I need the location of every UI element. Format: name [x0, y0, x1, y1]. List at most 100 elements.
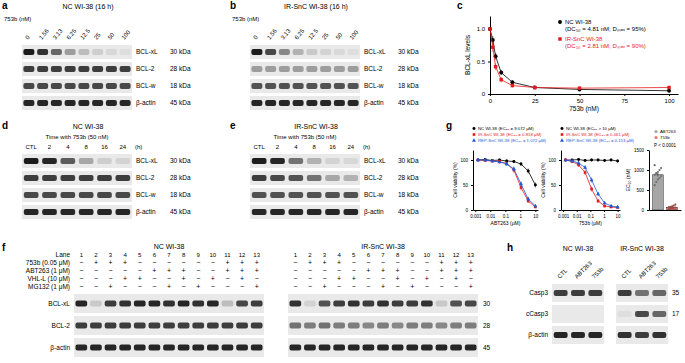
band: [307, 175, 322, 181]
legend-symbol: [560, 138, 564, 141]
axis-title: EC₅₀ (nM): [625, 168, 631, 191]
band: [23, 66, 34, 72]
data-point: [498, 160, 502, 163]
tick-label: 10: [616, 214, 622, 219]
band: [436, 345, 448, 351]
axis-line: [491, 94, 679, 95]
data-point: [519, 182, 523, 185]
lane-label: 1: [294, 252, 298, 258]
legend-detail: (EC₅₀ = 0.061 μM): [594, 132, 630, 137]
plot-marks: [653, 164, 678, 210]
membrane: [250, 171, 360, 185]
tick: 0.1: [503, 210, 510, 219]
tick-mark: [590, 210, 591, 212]
mw-label: 30: [483, 300, 491, 307]
lane-label: 16: [329, 144, 336, 150]
band: [75, 345, 87, 351]
row-label: BCL-xL: [136, 157, 158, 164]
membrane: [288, 316, 478, 335]
axis: 050100: [548, 151, 561, 213]
band: [270, 158, 285, 164]
tick: 50: [577, 94, 584, 104]
lane-label: 11: [438, 252, 445, 258]
data-point: [483, 158, 487, 161]
membrane: [250, 96, 360, 110]
tick-mark: [618, 210, 619, 212]
data-point: [498, 160, 501, 163]
lane-unit: (h): [363, 144, 370, 150]
band: [106, 49, 117, 55]
band: [618, 311, 632, 317]
lane-label: 8: [84, 144, 88, 150]
treatment-sign: −: [152, 259, 156, 266]
band: [334, 83, 345, 89]
band: [75, 323, 87, 329]
tick-label: 500: [636, 188, 644, 193]
lane-label: 50: [335, 31, 344, 40]
data-point: [654, 184, 656, 186]
band: [116, 192, 131, 198]
treatment-sign: −: [123, 267, 127, 274]
tick-label: 0: [482, 91, 486, 97]
mw-label: 28: [483, 322, 491, 329]
tick-mark: [647, 170, 649, 171]
bar: [653, 175, 664, 210]
treatment-sign: +: [454, 259, 458, 266]
band: [134, 345, 146, 351]
blot-panel: eIR-SnC WI-38Time with 753b (50 nM)CTL24…: [230, 120, 419, 219]
treatment-sign: −: [79, 267, 83, 274]
tick: 100: [460, 158, 473, 163]
row-label: BCL-2: [136, 174, 155, 181]
tick-label: 0: [553, 208, 556, 213]
band: [392, 301, 404, 307]
treatment-sign: −: [293, 275, 297, 282]
tick: 1: [520, 210, 523, 219]
band: [392, 323, 404, 329]
band: [436, 323, 448, 329]
plot-marks: [488, 27, 671, 93]
chart: 050010001500EC₅₀ (nM)ABT263753bP < 0.000…: [625, 129, 682, 213]
band: [252, 192, 267, 198]
band: [618, 290, 632, 296]
membrane: [616, 305, 668, 323]
band: [116, 175, 131, 181]
treatment-sign: +: [381, 283, 385, 290]
legend-detail: (DC₅₀ = 2.81 nM; Dₘₐₓ = 90%): [565, 43, 646, 49]
legend-detail: (EC₅₀ = 9.072 μM): [498, 126, 534, 131]
data-point: [571, 159, 574, 162]
legend: NC WI-38(EC₅₀ = 9.072 μM)IR-SnC WI-38(EC…: [472, 126, 547, 143]
legend-entry: NC WI-38: [565, 19, 592, 25]
blot-title: NC WI-38: [73, 123, 104, 130]
tick-label: 10: [533, 214, 539, 219]
error-bar: [591, 159, 592, 162]
data-point: [491, 45, 494, 48]
data-point: [563, 158, 567, 161]
error-bar: [585, 159, 586, 162]
tick: 0: [465, 208, 473, 213]
data-point: [610, 159, 613, 162]
treatment-sign: −: [337, 283, 341, 290]
mw-label: 17: [672, 310, 680, 317]
row-header: Lane: [56, 251, 71, 258]
data-point: [577, 161, 581, 164]
blot-panel: fLane753b (0.05 μM)ABT263 (1 μM)VHL-L (1…: [2, 242, 491, 357]
band: [289, 345, 301, 351]
band: [304, 345, 316, 351]
band: [116, 158, 131, 164]
band: [450, 345, 462, 351]
membrane: [74, 316, 264, 335]
band: [97, 209, 112, 215]
treatment-sign: −: [366, 275, 370, 282]
treatment-sign: −: [308, 283, 312, 290]
error-bar: [578, 159, 579, 161]
band: [319, 301, 331, 307]
band: [279, 66, 290, 72]
row-label: β-actin: [136, 208, 156, 216]
mw-label: 30 kDa: [170, 48, 191, 55]
band: [65, 49, 76, 55]
band: [635, 332, 649, 338]
treatment-sign: +: [240, 267, 244, 274]
lane-label: 8: [312, 144, 316, 150]
legend-entry: IR-SnC WI-38: [566, 132, 593, 137]
blot-title: IR-SnC WI-38 (16 h): [284, 3, 348, 11]
